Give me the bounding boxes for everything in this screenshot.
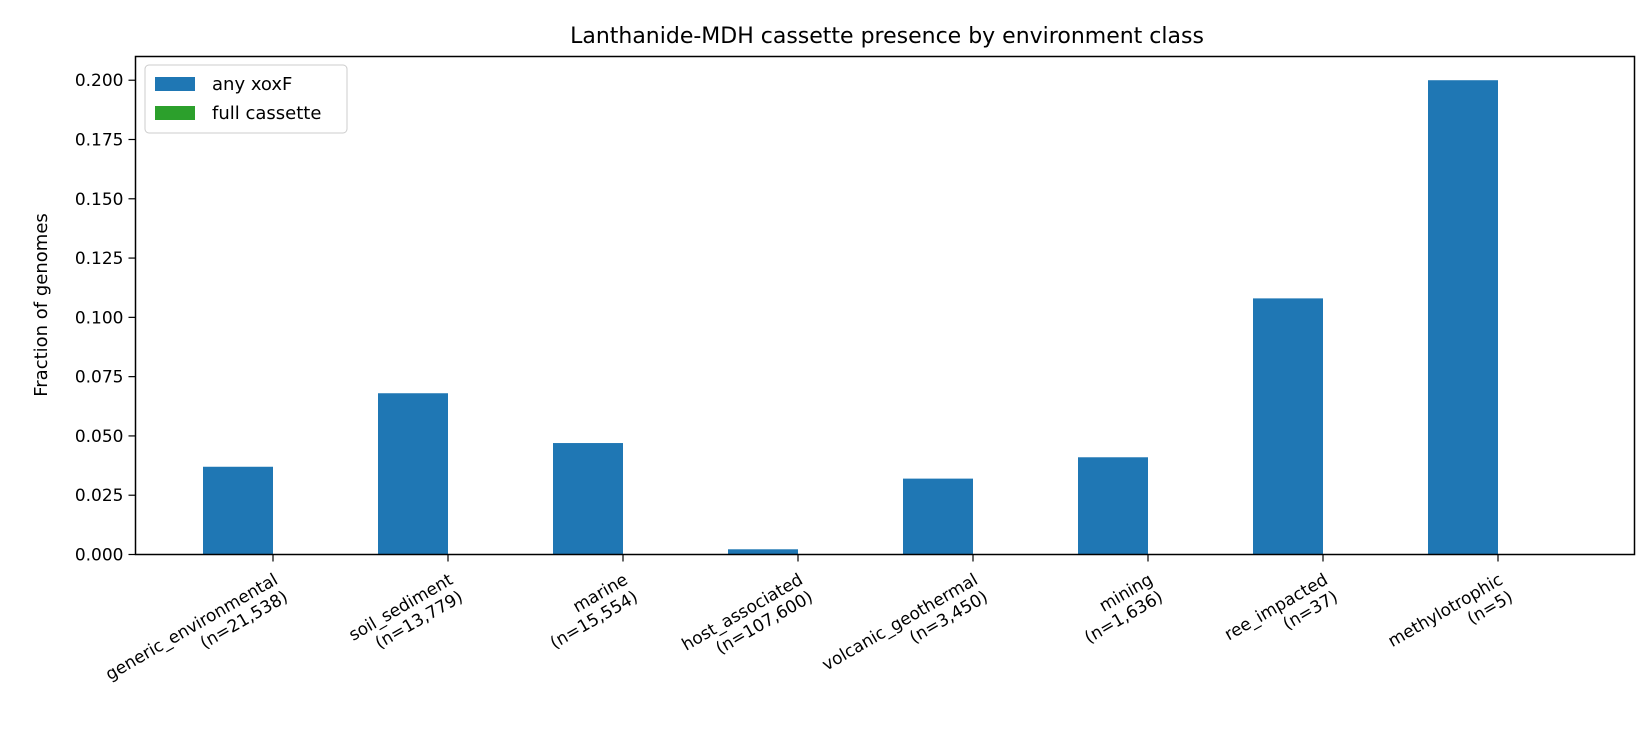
- y-axis-label: Fraction of genomes: [31, 213, 52, 397]
- x-tick-label-1: soil_sediment(n=13,779): [346, 570, 467, 654]
- bar-any-xoxf-6: [1253, 298, 1323, 555]
- bar-any-xoxf-7: [1428, 80, 1498, 555]
- x-tick-label-5: mining(n=1,636): [1081, 570, 1166, 648]
- bar-any-xoxf-0: [203, 466, 273, 555]
- y-tick-label-6: 0.150: [75, 190, 124, 210]
- legend-label-0: any xoxF: [212, 74, 292, 95]
- chart-title: Lanthanide-MDH cassette presence by envi…: [570, 24, 1204, 49]
- y-tick-label-1: 0.025: [75, 486, 124, 506]
- x-tick-label-3: host_associated(n=107,600): [679, 570, 817, 659]
- y-tick-label-4: 0.100: [75, 308, 124, 328]
- plot-frame: [134, 55, 1636, 556]
- bars-layer: [203, 80, 1498, 555]
- legend: any xoxF full cassette: [144, 64, 348, 134]
- x-tick-label-7: methylotrophic(n=5): [1385, 570, 1517, 652]
- x-tick-label-6: ree_impacted(n=37): [1221, 570, 1341, 645]
- x-tick-label-0: generic_environmental(n=21,538): [102, 570, 291, 685]
- bar-any-xoxf-1: [378, 393, 448, 555]
- legend-swatch-0: [155, 77, 195, 91]
- x-axis: generic_environmental(n=21,538) soil_sedi…: [102, 554, 1517, 685]
- y-tick-label-2: 0.050: [75, 427, 124, 447]
- bar-any-xoxf-3: [728, 549, 798, 555]
- x-tick-label-4: volcanic_geothermal(n=3,450): [819, 570, 992, 675]
- legend-swatch-1: [155, 106, 195, 120]
- legend-label-1: full cassette: [212, 103, 321, 124]
- y-tick-label-3: 0.075: [75, 368, 124, 388]
- y-tick-label-7: 0.175: [75, 131, 124, 151]
- x-tick-label-2: marine(n=15,554): [547, 570, 642, 654]
- legend-box: [144, 64, 348, 134]
- y-tick-label-8: 0.200: [75, 71, 124, 91]
- bar-any-xoxf-5: [1078, 457, 1148, 555]
- y-tick-label-0: 0.000: [75, 546, 124, 566]
- x-tick-category-0: generic_environmental: [102, 570, 281, 685]
- bar-any-xoxf-2: [553, 443, 623, 555]
- bar-any-xoxf-4: [903, 478, 973, 555]
- y-axis: 0.000 0.025 0.050 0.075 0.100 0.125 0.150 0.175…: [75, 71, 136, 566]
- y-tick-label-5: 0.125: [75, 249, 124, 269]
